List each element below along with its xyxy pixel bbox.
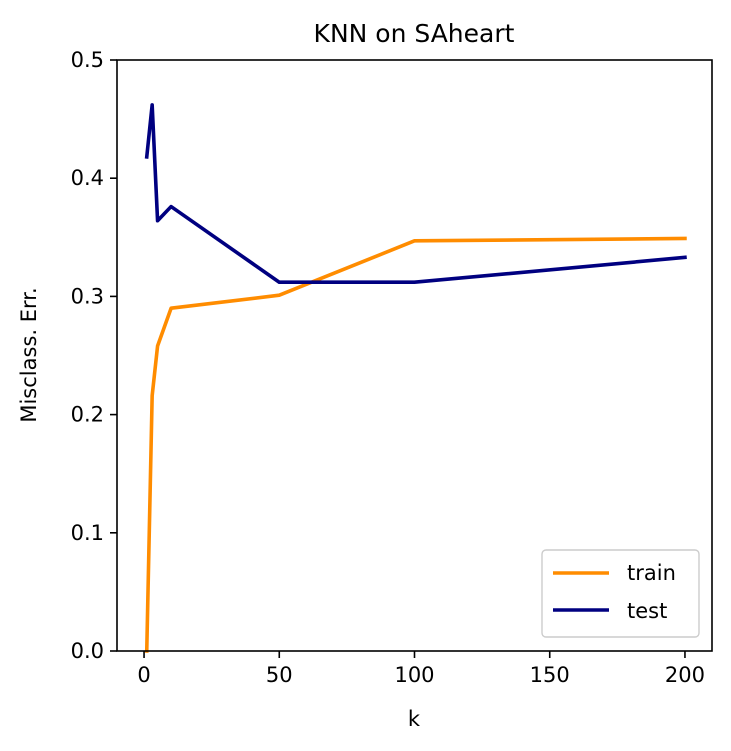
y-axis-label: Misclass. Err.	[17, 287, 41, 422]
y-axis: 0.0 0.1 0.2 0.3 0.4 0.5	[71, 48, 117, 663]
series-line-test	[144, 103, 687, 285]
y-tick-label: 0.0	[71, 639, 104, 663]
x-tick-label: 50	[266, 663, 293, 687]
x-axis-label: k	[408, 707, 421, 731]
series-line-train	[144, 236, 687, 653]
legend-label-train: train	[627, 561, 676, 585]
y-tick-label: 0.3	[71, 284, 104, 308]
y-tick-label: 0.4	[71, 166, 104, 190]
x-tick-label: 100	[394, 663, 434, 687]
x-axis: 0 50 100 150 200	[137, 651, 705, 687]
legend: train test	[541, 549, 700, 638]
x-tick-label: 0	[137, 663, 150, 687]
x-tick-label: 150	[530, 663, 570, 687]
legend-label-test: test	[627, 599, 667, 623]
y-tick-label: 0.1	[71, 521, 104, 545]
chart-title: KNN on SAheart	[314, 19, 515, 48]
y-tick-label: 0.5	[71, 48, 104, 72]
x-tick-label: 200	[665, 663, 705, 687]
y-tick-label: 0.2	[71, 403, 104, 427]
series-layer	[144, 103, 687, 653]
